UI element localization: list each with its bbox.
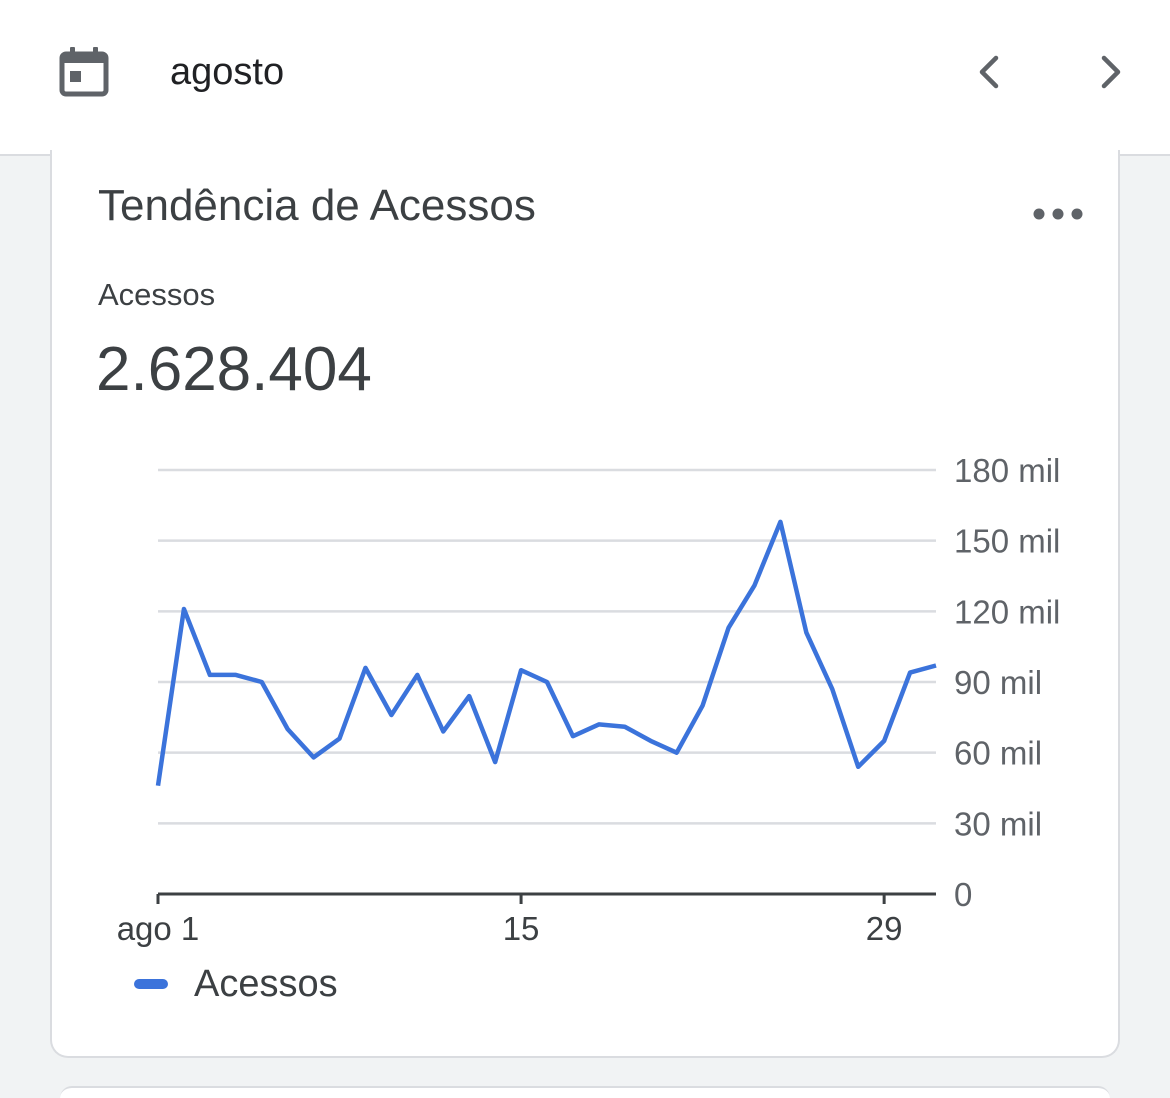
y-tick-label: 180 mil	[954, 452, 1060, 489]
chart-legend: Acessos	[134, 960, 338, 1008]
legend-label: Acessos	[194, 963, 338, 1005]
y-tick-label: 90 mil	[954, 664, 1042, 701]
x-tick-label: 15	[503, 910, 540, 947]
x-tick-label: 29	[866, 910, 903, 947]
y-tick-label: 120 mil	[954, 593, 1060, 630]
x-tick-label: ago 1	[117, 910, 200, 947]
legend-swatch	[134, 979, 168, 989]
date-range-bar: agosto	[0, 0, 1170, 156]
y-tick-label: 150 mil	[954, 523, 1060, 560]
next-card	[60, 1086, 1110, 1098]
card-title: Tendência de Acessos	[98, 181, 536, 230]
chevron-left-icon	[979, 55, 999, 89]
y-tick-label: 30 mil	[954, 805, 1042, 842]
line-chart: 0 30 mil 60 mil 90 mil 120 mil 150 mil 180 mil…	[117, 452, 1061, 947]
calendar-icon[interactable]	[58, 46, 110, 98]
next-month-button[interactable]	[1078, 40, 1142, 104]
y-tick-label: 0	[954, 876, 972, 913]
month-label[interactable]: agosto	[170, 51, 285, 93]
more-horizontal-icon	[1033, 208, 1083, 220]
previous-month-button[interactable]	[958, 40, 1022, 104]
metric-label: Acessos	[98, 277, 216, 312]
series-line-acessos	[155, 519, 937, 786]
more-options-button[interactable]	[1026, 194, 1090, 234]
chevron-right-icon	[1101, 55, 1121, 89]
y-tick-label: 60 mil	[954, 735, 1042, 772]
trend-card: Tendência de Acessos Acessos 2.628.404 0…	[50, 150, 1120, 1058]
metric-value: 2.628.404	[96, 335, 372, 404]
